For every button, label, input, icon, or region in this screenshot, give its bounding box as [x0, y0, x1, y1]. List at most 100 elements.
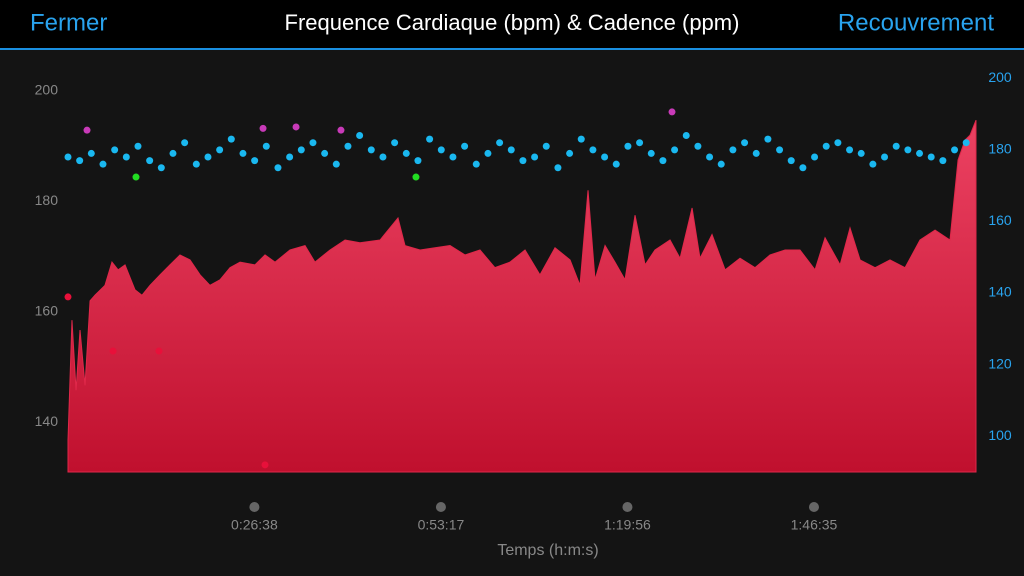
point — [566, 149, 574, 157]
point — [869, 160, 877, 168]
point — [542, 142, 550, 150]
point — [706, 153, 714, 161]
point — [904, 146, 912, 154]
point — [659, 157, 667, 165]
point — [146, 157, 154, 165]
point — [694, 142, 702, 150]
y-tick-label: 160 — [35, 303, 59, 319]
point — [332, 160, 340, 168]
point — [216, 146, 224, 154]
point — [951, 146, 959, 154]
close-button[interactable]: Fermer — [30, 9, 107, 36]
point — [729, 146, 737, 154]
y2-tick-label: 180 — [988, 141, 1012, 157]
point — [822, 142, 830, 150]
point — [379, 153, 387, 161]
x-tick-dot — [622, 502, 633, 512]
point — [414, 157, 422, 165]
point — [846, 146, 854, 154]
point — [962, 139, 970, 147]
y2-tick-label: 160 — [988, 212, 1012, 228]
y-tick-label: 200 — [35, 82, 59, 98]
point — [356, 132, 364, 140]
point — [261, 461, 269, 469]
point — [612, 160, 620, 168]
point — [134, 142, 142, 150]
point — [83, 126, 91, 134]
heart-rate-area — [67, 119, 977, 473]
y2-tick-label: 120 — [988, 355, 1012, 371]
point — [811, 153, 819, 161]
chart-title: Frequence Cardiaque (bpm) & Cadence (ppm… — [285, 10, 740, 35]
point — [881, 153, 889, 161]
point — [519, 157, 527, 165]
point — [741, 139, 749, 147]
point — [157, 164, 165, 172]
x-tick-label: 1:46:35 — [791, 517, 838, 533]
point — [87, 149, 95, 157]
point — [292, 123, 300, 131]
point — [461, 142, 469, 150]
point — [155, 347, 163, 355]
point — [449, 153, 457, 161]
point — [309, 139, 317, 147]
point — [426, 135, 434, 143]
point — [624, 142, 632, 150]
point — [927, 153, 935, 161]
y-tick-label: 180 — [35, 192, 59, 208]
point — [204, 153, 212, 161]
x-tick-label: 0:26:38 — [231, 517, 278, 533]
point — [717, 160, 725, 168]
point — [402, 149, 410, 157]
point — [109, 347, 117, 355]
point — [601, 153, 609, 161]
point — [391, 139, 399, 147]
point — [668, 108, 676, 116]
point — [472, 160, 480, 168]
point — [437, 146, 445, 154]
point — [412, 173, 420, 181]
point — [554, 164, 562, 172]
point — [262, 142, 270, 150]
point — [297, 146, 305, 154]
x-tick-dot — [808, 502, 819, 512]
point — [111, 146, 119, 154]
point — [64, 293, 72, 301]
y2-tick-label: 100 — [988, 427, 1012, 443]
y2-tick-label: 140 — [988, 284, 1012, 300]
x-tick-label: 0:53:17 — [418, 517, 465, 533]
x-tick-dot — [249, 502, 260, 512]
y-tick-label: 140 — [35, 413, 59, 429]
point — [251, 157, 259, 165]
point — [507, 146, 515, 154]
point — [636, 139, 644, 147]
point — [834, 139, 842, 147]
point — [787, 157, 795, 165]
x-tick-dot — [435, 502, 446, 512]
point — [321, 149, 329, 157]
point — [99, 160, 107, 168]
point — [484, 149, 492, 157]
point — [344, 142, 352, 150]
point — [367, 146, 375, 154]
point — [776, 146, 784, 154]
plot: 140 160 180 200 100 120 140 160 180 200 0:26:38 0:5… — [35, 69, 1012, 533]
point — [892, 142, 900, 150]
point — [122, 153, 130, 161]
point — [939, 157, 947, 165]
point — [286, 153, 294, 161]
point — [799, 164, 807, 172]
x-tick-label: 1:19:56 — [604, 517, 651, 533]
point — [752, 149, 760, 157]
point — [227, 135, 235, 143]
point — [647, 149, 655, 157]
point — [857, 149, 865, 157]
point — [239, 149, 247, 157]
y2-tick-label: 200 — [988, 69, 1012, 85]
point — [259, 124, 267, 132]
point — [764, 135, 772, 143]
point — [589, 146, 597, 154]
recovery-button[interactable]: Recouvrement — [838, 9, 994, 36]
point — [76, 157, 84, 165]
